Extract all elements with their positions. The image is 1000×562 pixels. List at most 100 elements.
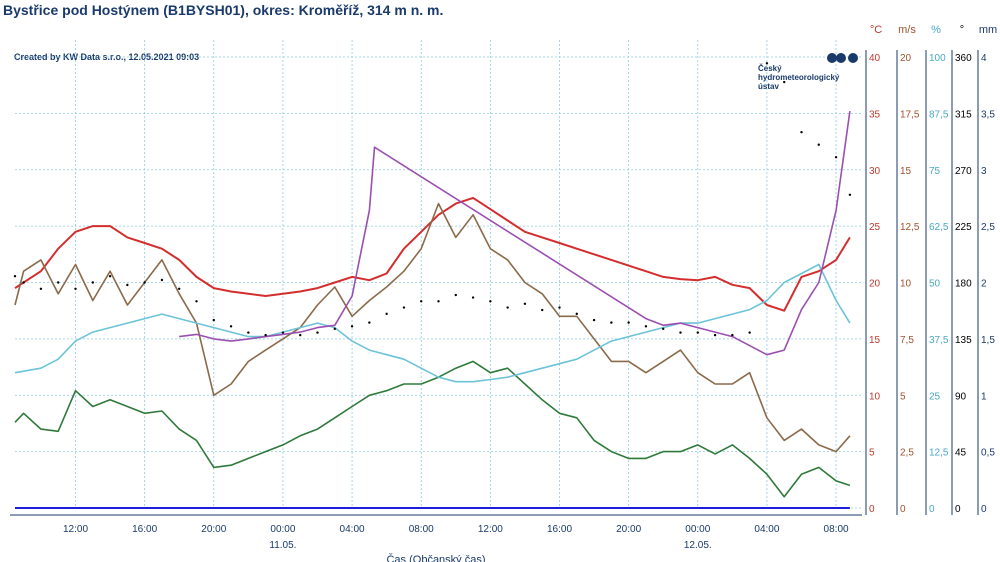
y-tick-label: 5 — [900, 391, 906, 402]
y-tick-label: 87,5 — [929, 109, 949, 120]
wind-direction-point — [13, 275, 17, 278]
y-tick-label: 225 — [955, 222, 972, 233]
wind-direction-point — [506, 306, 509, 309]
logo-circle-2-icon — [836, 53, 846, 63]
wind-direction-point — [765, 62, 769, 65]
x-date-label: 12.05. — [684, 540, 712, 551]
y-tick-label: 3,5 — [981, 109, 995, 120]
wind-direction-point — [385, 312, 388, 316]
wind-direction-point — [731, 333, 734, 337]
y-tick-label: 0 — [929, 504, 935, 515]
y-tick-label: 10 — [900, 279, 912, 290]
y-tick-label: 2 — [981, 279, 987, 290]
logo-line-3: ústav — [758, 82, 779, 91]
grid — [15, 40, 862, 509]
wind-direction-point — [541, 308, 544, 312]
wind-direction-point — [437, 300, 440, 303]
x-tick-label: 20:00 — [201, 524, 226, 535]
series-lines — [13, 62, 852, 509]
y-tick-label: 7,5 — [900, 335, 914, 346]
y-tick-label: 0,5 — [981, 448, 995, 459]
wind-direction-point — [523, 302, 527, 305]
x-tick-label: 16:00 — [547, 524, 572, 535]
chmi-logo: Český hydrometeorologický ústav — [758, 53, 858, 91]
y-tick-label: 10 — [869, 391, 881, 402]
y-tick-label: 62,5 — [929, 222, 949, 233]
wind-direction-point — [834, 156, 838, 159]
y-tick-label: 25 — [869, 222, 881, 233]
wind-direction-point — [91, 281, 94, 284]
wind-direction-point — [195, 300, 198, 303]
y-tick-label: 15 — [900, 166, 912, 177]
x-tick-label: 08:00 — [824, 524, 849, 535]
wind-direction-point — [696, 331, 699, 334]
y-tick-label: 135 — [955, 335, 972, 346]
series-line-humidity2 — [179, 110, 851, 356]
wind-direction-point — [471, 296, 475, 299]
logo-line-2: hydrometeorologický — [758, 73, 840, 82]
series-line-wind_gust — [14, 202, 851, 453]
y-tick-label: 2,5 — [900, 448, 914, 459]
series-line-wind_avg — [14, 360, 851, 498]
wind-direction-point — [402, 306, 406, 309]
y-axis-unit: mm — [979, 24, 997, 36]
x-tick-label: 00:00 — [685, 524, 710, 535]
wind-direction-point — [178, 287, 181, 290]
y-tick-label: 37,5 — [929, 335, 949, 346]
x-tick-label: 00:00 — [270, 524, 295, 535]
wind-direction-point — [57, 281, 60, 284]
y-tick-label: 315 — [955, 109, 972, 120]
wind-direction-point — [800, 130, 803, 134]
y-tick-label: 0 — [955, 504, 961, 515]
y-tick-label: 270 — [955, 166, 972, 177]
x-tick-label: 16:00 — [132, 524, 157, 535]
wind-direction-point — [817, 143, 820, 146]
y-tick-label: 20 — [900, 53, 912, 64]
wind-direction-point — [299, 333, 302, 337]
y-tick-label: 20 — [869, 279, 881, 290]
y-tick-label: 0 — [900, 504, 906, 515]
wind-direction-point — [679, 331, 682, 334]
y-tick-label: 4 — [981, 53, 987, 64]
wind-direction-point — [368, 321, 371, 324]
wind-direction-point — [592, 318, 596, 322]
wind-direction-point — [454, 293, 457, 297]
page-title: Bystřice pod Hostýnem (B1BYSH01), okres:… — [3, 2, 444, 18]
wind-direction-point — [848, 193, 852, 197]
x-tick-label: 20:00 — [616, 524, 641, 535]
y-tick-label: 0 — [981, 504, 987, 515]
y-tick-label: 90 — [955, 391, 967, 402]
y-tick-label: 25 — [929, 391, 941, 402]
wind-direction-point — [126, 283, 129, 287]
credit-text: Created by KW Data s.r.o., 12.05.2021 09… — [14, 52, 200, 62]
wind-direction-point — [575, 312, 578, 316]
wind-direction-point — [420, 300, 423, 303]
y-tick-label: 1 — [981, 391, 987, 402]
wind-direction-point — [662, 327, 665, 331]
wind-direction-point — [281, 331, 285, 334]
wind-direction-point — [212, 318, 215, 322]
wind-direction-point — [22, 281, 25, 284]
wind-direction-point — [143, 281, 146, 284]
y-tick-label: 3 — [981, 166, 987, 177]
logo-line-1: Český — [758, 64, 782, 73]
series-line-humidity — [14, 263, 851, 383]
x-date-label: 11.05. — [269, 540, 296, 551]
y-tick-label: 5 — [869, 448, 875, 459]
wind-direction-point — [350, 325, 354, 328]
y-tick-label: 180 — [955, 279, 972, 290]
wind-direction-point — [748, 331, 751, 334]
x-tick-label: 04:00 — [340, 524, 365, 535]
y-tick-label: 45 — [955, 448, 967, 459]
y-tick-label: 15 — [869, 335, 881, 346]
y-tick-label: 100 — [929, 53, 946, 64]
y-tick-label: 12,5 — [929, 448, 949, 459]
wind-direction-point — [247, 331, 250, 334]
wind-direction-point — [610, 321, 613, 324]
x-axis: 12:00 16:00 20:00 00:00 04:00 08:00 12:00 16:00… — [10, 514, 862, 562]
x-tick-label: 04:00 — [754, 524, 779, 535]
y-tick-label: 12,5 — [900, 222, 920, 233]
y-axis-unit: m/s — [898, 24, 916, 36]
y-tick-label: 40 — [869, 53, 881, 64]
